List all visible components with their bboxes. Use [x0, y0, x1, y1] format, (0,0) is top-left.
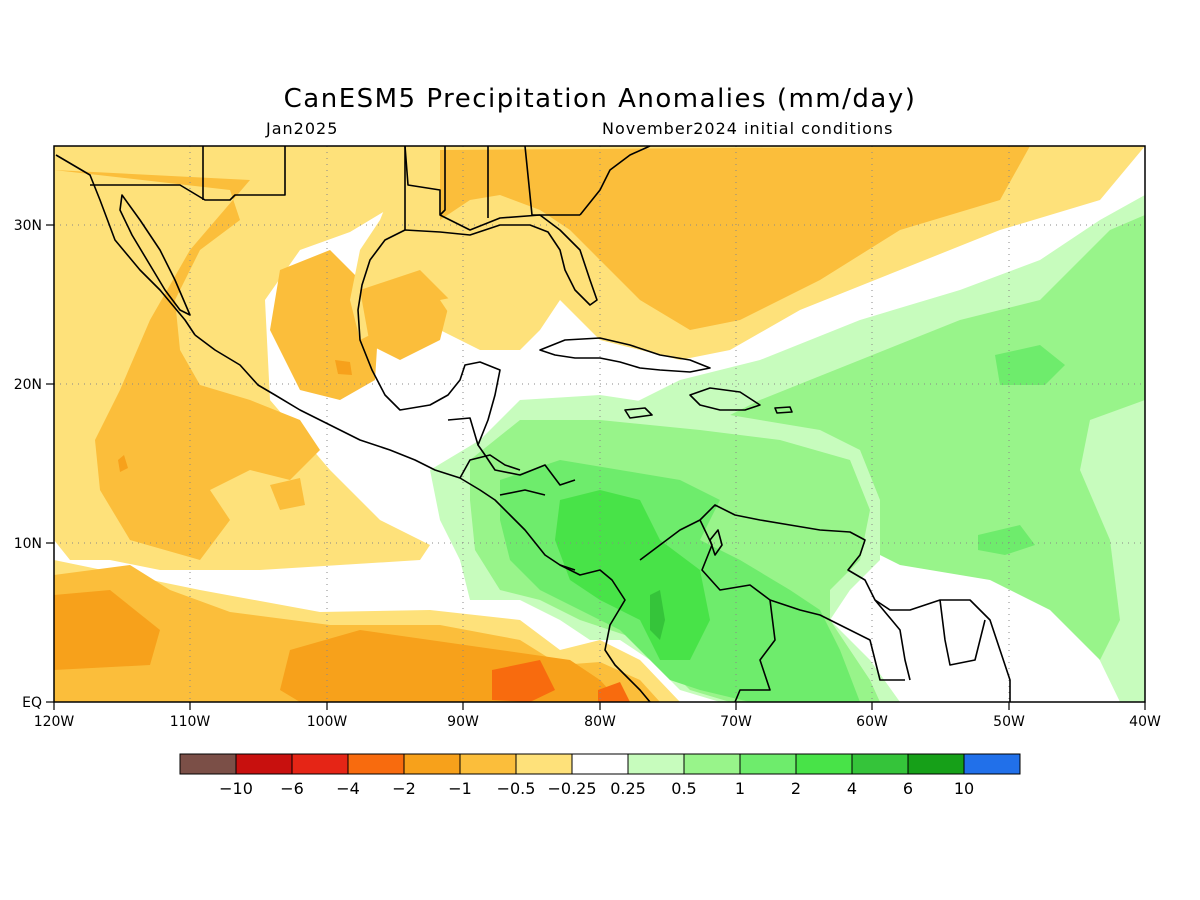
lon-tick-label: 60W: [856, 714, 888, 730]
colorbar-swatch: [459, 753, 517, 775]
colorbar-label: 4: [847, 779, 857, 798]
colorbar-swatch: [235, 753, 293, 775]
lon-tick-label: 40W: [1129, 714, 1161, 730]
initial-conditions: November2024 initial conditions: [602, 119, 894, 138]
colorbar-label: 0.25: [610, 779, 646, 798]
colorbar-swatch: [963, 753, 1021, 775]
lon-tick-label: 50W: [993, 714, 1025, 730]
colorbar-swatch: [179, 753, 237, 775]
colorbar-label: −10: [219, 779, 253, 798]
map-title: CanESM5 Precipitation Anomalies (mm/day): [283, 84, 917, 114]
lon-axis-labels: 120W 110W 100W 90W 80W 70W 60W 50W 40W: [34, 714, 1161, 730]
colorbar-label: 0.5: [671, 779, 696, 798]
lat-tick-label: 20N: [14, 377, 42, 393]
colorbar-label: 6: [903, 779, 913, 798]
colorbar: −10 −6 −4 −2 −1 −0.5 −0.25 0.25 0.5 1 2 4 6 10: [179, 753, 1021, 798]
colorbar-label: −1: [448, 779, 472, 798]
colorbar-label: −4: [336, 779, 360, 798]
colorbar-swatch: [627, 753, 685, 775]
colorbar-label: 2: [791, 779, 801, 798]
colorbar-swatch: [515, 753, 573, 775]
valid-month: Jan2025: [266, 119, 339, 138]
lon-tick-label: 90W: [447, 714, 479, 730]
colorbar-label: −0.25: [547, 779, 596, 798]
colorbar-label: 10: [954, 779, 974, 798]
colorbar-swatch: [571, 753, 629, 775]
colorbar-swatch: [795, 753, 853, 775]
tick-marks: [46, 224, 1146, 710]
colorbar-swatch: [683, 753, 741, 775]
colorbar-swatch: [291, 753, 349, 775]
lon-tick-label: 80W: [584, 714, 616, 730]
colorbar-swatch: [403, 753, 461, 775]
colorbar-swatch: [739, 753, 797, 775]
coastlines: [55, 146, 1011, 702]
colorbar-label: −0.5: [497, 779, 536, 798]
lon-tick-label: 100W: [307, 714, 348, 730]
lon-tick-label: 110W: [170, 714, 211, 730]
colorbar-label: −2: [392, 779, 416, 798]
lat-tick-label: EQ: [22, 695, 42, 711]
colorbar-label: −6: [280, 779, 304, 798]
anomaly-field: [54, 146, 1145, 702]
lon-tick-label: 70W: [720, 714, 752, 730]
colorbar-swatch: [347, 753, 405, 775]
lat-axis-labels: EQ 10N 20N 30N: [14, 218, 42, 711]
lat-tick-label: 30N: [14, 218, 42, 234]
colorbar-swatch: [907, 753, 965, 775]
colorbar-swatch: [851, 753, 909, 775]
lon-tick-label: 120W: [34, 714, 75, 730]
colorbar-label: 1: [735, 779, 745, 798]
lat-tick-label: 10N: [14, 536, 42, 552]
